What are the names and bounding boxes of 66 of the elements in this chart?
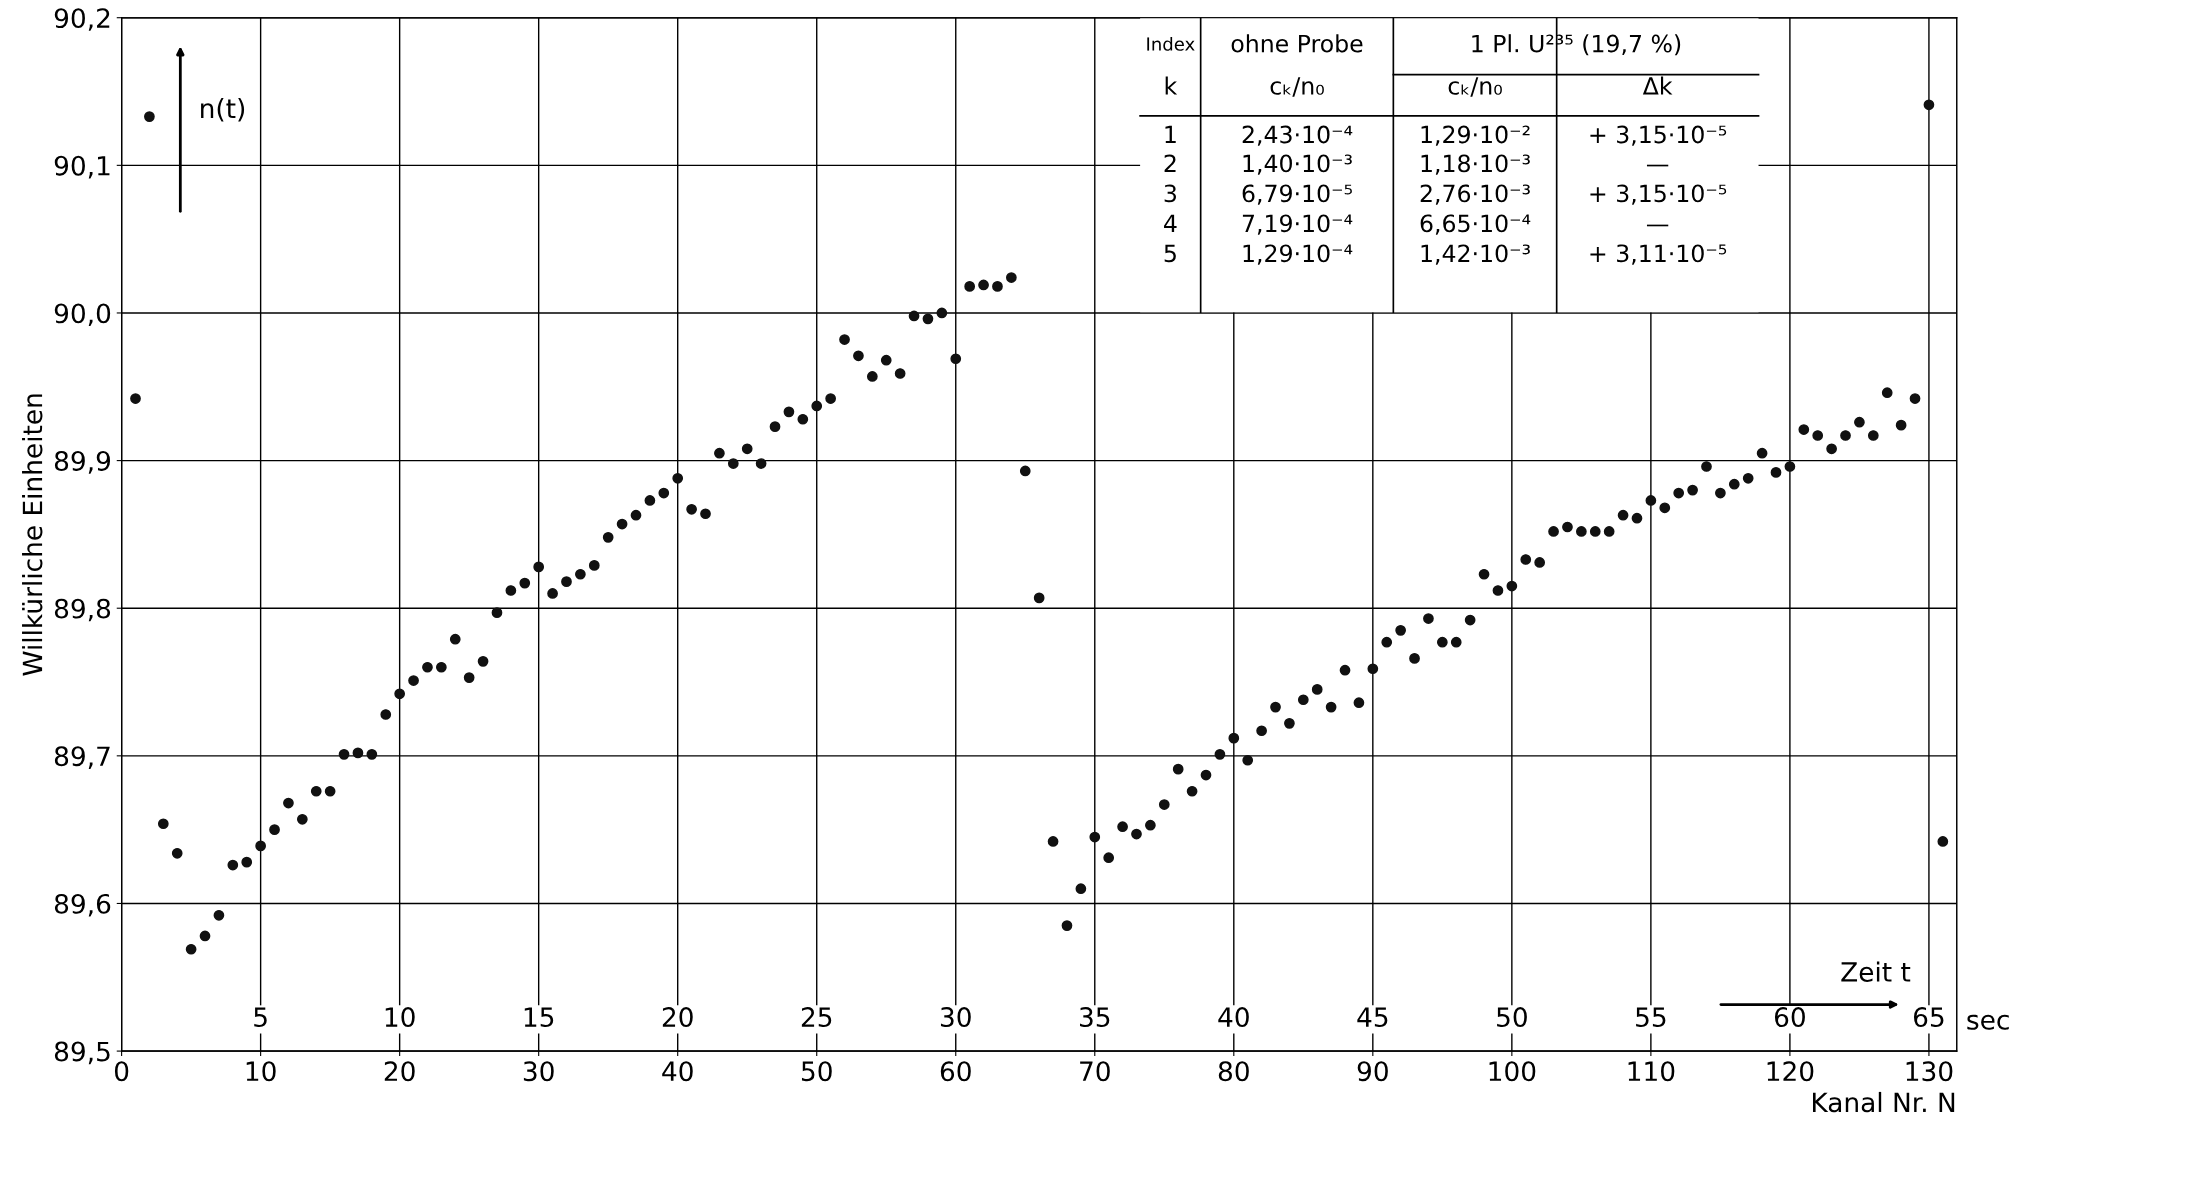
x-tick-label: 60 xyxy=(940,1061,971,1082)
x2-tick-label: 65 xyxy=(1913,1007,1944,1028)
x-tick-label: 120 xyxy=(1767,1061,1814,1082)
annotation: 2,76·10⁻³ xyxy=(1420,184,1530,205)
x2-axis-title: Zeit t xyxy=(1841,961,1911,982)
x2-tick-label: 55 xyxy=(1636,1007,1666,1028)
x-tick-label: 0 xyxy=(114,1061,129,1082)
x-tick-label: 90 xyxy=(1357,1061,1388,1082)
x-tick-label: 20 xyxy=(384,1061,415,1082)
annotation: 2,43·10⁻⁴ xyxy=(1242,125,1353,146)
annotation: 1,18·10⁻³ xyxy=(1421,154,1530,175)
x2-tick-label: 60 xyxy=(1774,1007,1805,1028)
text: sec xyxy=(1967,1014,2009,1030)
x-tick-label: 80 xyxy=(1218,1061,1249,1082)
annotation: Index xyxy=(1147,36,1195,51)
annotation: k xyxy=(1165,76,1178,95)
annotation: 1,29·10⁻² xyxy=(1421,125,1530,146)
y-axis-title: Willkürliche Einheiten xyxy=(22,394,43,676)
x2-tick-label: 40 xyxy=(1218,1007,1249,1028)
annotation: 1,29·10⁻⁴ xyxy=(1243,244,1353,265)
annotation: cₖ/n₀ xyxy=(1448,77,1502,97)
x-tick-label: 50 xyxy=(801,1061,832,1082)
y-tick-label: 89,7 xyxy=(54,746,110,769)
annotation: + 3,11·10⁻⁵ xyxy=(1590,244,1727,265)
x-tick-label: 110 xyxy=(1628,1061,1675,1082)
annotation: + 3,15·10⁻⁵ xyxy=(1590,125,1727,146)
annotation: + 3,15·10⁻⁵ xyxy=(1590,184,1727,205)
x2-tick-label: 20 xyxy=(662,1007,693,1028)
annotation: 4 xyxy=(1164,214,1177,232)
annotation: Δk xyxy=(1642,76,1673,95)
annotation: 7,19·10⁻⁴ xyxy=(1242,214,1353,235)
y-tick-label: 90,0 xyxy=(54,303,111,327)
x-tick-label: 70 xyxy=(1080,1061,1110,1082)
annotation: 1 xyxy=(1165,125,1176,144)
y-tick-label: 90,2 xyxy=(54,8,110,31)
annotation: 1,42·10⁻³ xyxy=(1421,244,1530,265)
annotation: 1,40·10⁻³ xyxy=(1243,154,1352,175)
y-tick-label: 89,9 xyxy=(54,451,111,474)
x2-tick-label: 25 xyxy=(801,1007,832,1028)
x2-tick-label: 30 xyxy=(940,1007,971,1028)
annotation: cₖ/n₀ xyxy=(1270,77,1324,97)
x-tick-label: 40 xyxy=(662,1061,693,1082)
x-tick-label: 30 xyxy=(523,1061,554,1082)
annotation: 3 xyxy=(1164,184,1176,203)
y-tick-label: 89,8 xyxy=(54,598,111,622)
y-tick-label: 90,1 xyxy=(54,155,110,179)
x2-tick-label: 45 xyxy=(1357,1007,1388,1028)
x2-tick-label: 50 xyxy=(1497,1007,1527,1028)
annotation: 6,79·10⁻⁵ xyxy=(1242,184,1352,205)
x-axis-title: Kanal Nr. N xyxy=(1813,1091,1955,1113)
x-tick-label: 10 xyxy=(246,1061,276,1082)
x2-tick-label: 35 xyxy=(1080,1007,1110,1028)
x2-tick-label: 5 xyxy=(254,1007,267,1028)
annotation: — xyxy=(1646,164,1669,167)
y-tick-label: 89,6 xyxy=(54,893,111,917)
annotation: 2 xyxy=(1164,154,1176,172)
annotation: 5 xyxy=(1164,244,1176,263)
x-tick-label: 130 xyxy=(1906,1061,1953,1082)
annotation: 6,65·10⁻⁴ xyxy=(1420,214,1531,235)
x-tick-label: 100 xyxy=(1489,1061,1536,1082)
x2-tick-label: 15 xyxy=(524,1007,554,1028)
annotation: n(t) xyxy=(201,97,245,122)
annotation: ohne Probe xyxy=(1231,34,1363,53)
y-tick-label: 89,5 xyxy=(54,1041,110,1065)
annotation: — xyxy=(1646,224,1669,227)
x2-tick-label: 10 xyxy=(385,1007,415,1028)
